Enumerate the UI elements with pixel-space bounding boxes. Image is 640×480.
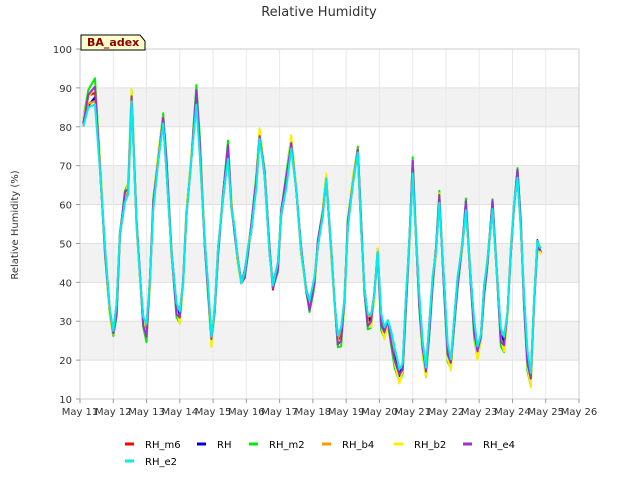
legend-label: RH_b2 (414, 440, 446, 451)
legend-label: RH (217, 440, 231, 451)
y-axis-ticks: 10 20 30 40 50 60 70 80 90 100 (53, 45, 80, 406)
legend-label: RH_e2 (145, 457, 177, 468)
x-tick-label: May 20 (361, 407, 398, 418)
y-tick-label: 20 (59, 356, 72, 367)
plot-band (80, 282, 579, 322)
y-axis-label: Relative Humidity (%) (10, 170, 21, 279)
legend: RH_m6 RH RH_m2 RH_b4 RH_b2 RH_e4 RH_e2 (125, 440, 515, 468)
plot-band (80, 243, 579, 283)
chart-title: Relative Humidity (261, 5, 377, 20)
series-lines (82, 77, 542, 389)
site-badge: BA_adex (80, 34, 146, 51)
site-badge-label: BA_adex (87, 36, 139, 49)
x-tick-label: May 18 (295, 407, 332, 418)
x-tick-label: May 16 (228, 407, 265, 418)
x-tick-label: May 19 (328, 407, 365, 418)
y-tick-label: 80 (59, 123, 72, 134)
y-tick-label: 10 (59, 395, 72, 406)
x-tick-label: May 17 (261, 407, 298, 418)
plot-band (80, 165, 579, 205)
series-line-rh-e2 (82, 100, 542, 375)
legend-label: RH_e4 (483, 440, 515, 451)
x-tick-label: May 23 (461, 407, 498, 418)
x-tick-label: May 12 (95, 407, 132, 418)
x-tick-label: May 21 (394, 407, 431, 418)
x-tick-label: May 15 (195, 407, 232, 418)
y-tick-label: 50 (59, 239, 72, 250)
y-tick-label: 30 (59, 317, 72, 328)
x-tick-label: May 22 (428, 407, 465, 418)
y-tick-label: 70 (59, 162, 72, 173)
plot-band (80, 321, 579, 361)
y-tick-label: 100 (53, 45, 72, 56)
legend-label: RH_b4 (342, 440, 374, 451)
plot-band (80, 360, 579, 399)
x-tick-label: May 13 (128, 407, 165, 418)
legend-label: RH_m6 (145, 440, 181, 451)
plot-band (80, 126, 579, 166)
x-tick-label: May 14 (162, 407, 199, 418)
plot-frame (79, 48, 580, 400)
y-tick-label: 60 (59, 201, 72, 212)
x-tick-label: May 11 (62, 407, 99, 418)
plot-band (80, 87, 579, 127)
y-tick-label: 90 (59, 84, 72, 95)
legend-label: RH_m2 (269, 440, 305, 451)
x-tick-label: May 25 (527, 407, 564, 418)
y-tick-label: 40 (59, 278, 72, 289)
plot-band (80, 49, 579, 88)
x-tick-label: May 26 (561, 407, 598, 418)
x-tick-label: May 24 (494, 407, 531, 418)
